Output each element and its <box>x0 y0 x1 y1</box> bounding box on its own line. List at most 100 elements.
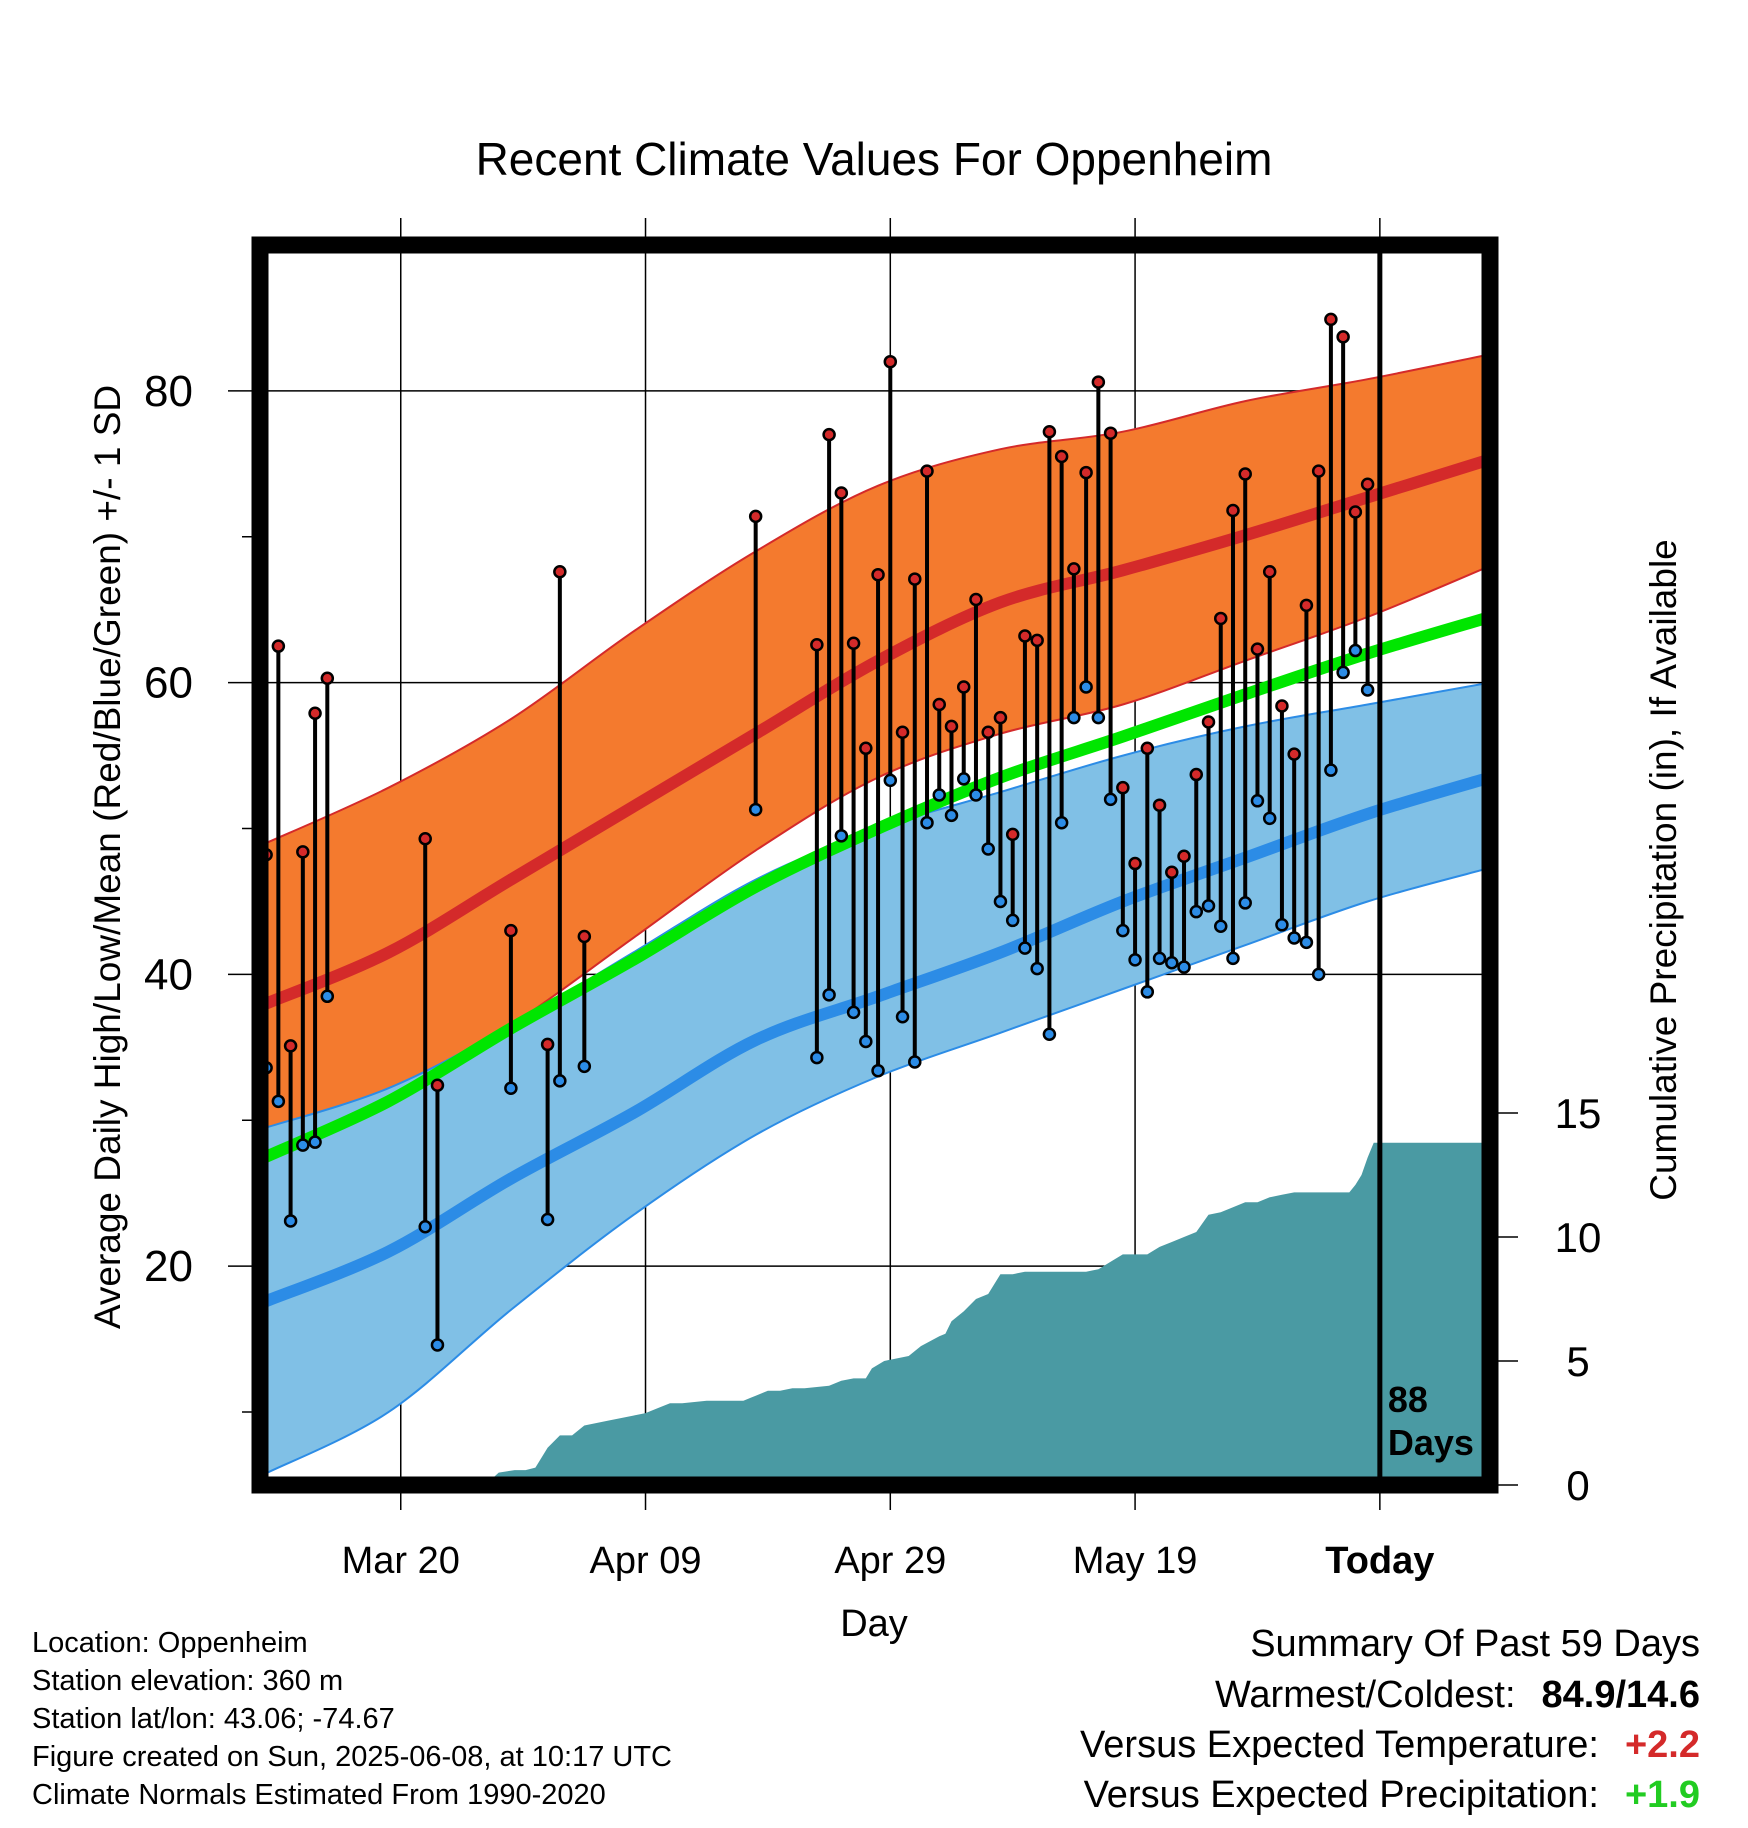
obs-low-point <box>834 829 849 843</box>
obs-low-point <box>1177 960 1191 974</box>
obs-high-point <box>1238 467 1252 481</box>
obs-low-point <box>1152 951 1167 966</box>
obs-high-point <box>577 929 592 944</box>
obs-high-point <box>1128 856 1142 871</box>
obs-low-point <box>1030 961 1044 976</box>
obs-low-point <box>283 1214 298 1228</box>
plot-frame <box>251 236 1499 1494</box>
x-tick-label: May 19 <box>1073 1540 1198 1582</box>
obs-low-point <box>540 1212 555 1227</box>
obs-low-point <box>846 1005 861 1020</box>
obs-low-point <box>1018 941 1032 955</box>
obs-low-point <box>748 802 763 817</box>
obs-low-point <box>1360 683 1375 697</box>
obs-high-point <box>1226 503 1240 518</box>
obs-high-point <box>1030 633 1044 648</box>
today-days-label: Days <box>1388 1422 1474 1463</box>
obs-low-point <box>920 815 934 830</box>
obs-low-point <box>296 1138 310 1152</box>
obs-high-point <box>418 831 432 846</box>
warmest-value: 84.9/14.6 <box>1541 1674 1700 1716</box>
y2-tick-label: 10 <box>1555 1214 1602 1261</box>
obs-high-point <box>859 741 873 756</box>
obs-low-point <box>320 989 335 1004</box>
obs-low-point <box>1189 904 1204 919</box>
obs-low-point <box>859 1034 873 1049</box>
obs-low-point <box>1005 913 1020 928</box>
obs-high-point <box>1189 767 1204 782</box>
obs-high-point <box>540 1037 555 1052</box>
x-tick-label: Today <box>1325 1540 1434 1582</box>
obs-low-point <box>430 1338 445 1352</box>
today-days-number: 88 <box>1388 1379 1428 1420</box>
obs-low-point <box>944 808 959 823</box>
obs-low-point <box>418 1220 432 1234</box>
y-tick-label: 60 <box>144 659 193 708</box>
obs-high-point <box>871 567 885 582</box>
obs-high-point <box>1042 424 1057 439</box>
obs-low-point <box>883 773 898 788</box>
obs-high-point <box>553 565 567 579</box>
obs-low-point <box>1336 665 1350 680</box>
obs-low-point <box>1140 985 1155 999</box>
daily-observations <box>260 312 1375 1352</box>
obs-low-point <box>1128 953 1142 967</box>
obs-high-point <box>308 706 322 721</box>
obs-low-point <box>993 894 1008 909</box>
y2-tick-label: 0 <box>1566 1462 1589 1509</box>
obs-low-point <box>1042 1027 1057 1041</box>
obs-low-point <box>969 788 983 802</box>
obs-high-point <box>1091 375 1106 389</box>
obs-high-point <box>1275 699 1289 713</box>
obs-low-point <box>822 988 836 1002</box>
obs-low-point <box>1201 899 1216 913</box>
obs-low-point <box>1348 643 1363 658</box>
obs-low-point <box>908 1055 922 1069</box>
location-text: Location: Oppenheim <box>32 1627 308 1659</box>
y-tick-label: 20 <box>144 1242 193 1291</box>
obs-low-point <box>1299 935 1314 950</box>
obs-low-point <box>504 1081 518 1095</box>
obs-low-point <box>1287 931 1301 945</box>
obs-high-point <box>1213 611 1228 626</box>
obs-high-point <box>320 671 335 686</box>
latlon-text: Station lat/lon: 43.06; -74.67 <box>32 1703 395 1735</box>
obs-low-point <box>1067 710 1081 725</box>
obs-high-point <box>504 923 518 938</box>
y-tick-label: 40 <box>144 950 193 999</box>
temperature-value: +2.2 <box>1624 1724 1700 1766</box>
obs-high-point <box>1360 477 1375 491</box>
created-text: Figure created on Sun, 2025-06-08, at 10… <box>32 1741 672 1773</box>
obs-high-point <box>430 1078 445 1093</box>
obs-low-point <box>1324 763 1338 777</box>
precipitation-area <box>485 1142 1490 1485</box>
secondary-y-axis-label: Cumulative Precipitation (in), If Availa… <box>1643 539 1684 1201</box>
obs-high-point <box>932 697 947 712</box>
x-tick-label: Apr 29 <box>834 1540 946 1582</box>
obs-high-point <box>1103 426 1118 440</box>
obs-high-point <box>1005 827 1020 842</box>
obs-low-point <box>1091 710 1106 725</box>
obs-high-point <box>1299 598 1314 613</box>
obs-low-point <box>1262 811 1277 826</box>
obs-high-point <box>1116 780 1130 795</box>
obs-low-point <box>1165 955 1179 970</box>
obs-high-point <box>296 845 310 859</box>
obs-high-point <box>1079 465 1093 480</box>
precipitation-label: Versus Expected Precipitation: <box>1083 1774 1599 1816</box>
precipitation-value: +1.9 <box>1624 1774 1700 1816</box>
obs-high-point <box>895 725 910 739</box>
obs-low-point <box>1226 951 1240 966</box>
obs-high-point <box>1287 747 1301 761</box>
obs-low-point <box>553 1074 567 1088</box>
obs-high-point <box>1250 642 1265 656</box>
elevation-text: Station elevation: 360 m <box>32 1665 344 1697</box>
obs-high-point <box>1054 449 1069 464</box>
obs-high-point <box>969 592 983 607</box>
obs-low-point <box>810 1050 824 1065</box>
summary-warmest-row: Warmest/Coldest: 84.9/14.6 <box>1215 1674 1700 1717</box>
obs-high-point <box>981 725 995 739</box>
obs-high-point <box>1262 565 1277 579</box>
obs-low-point <box>895 1009 910 1024</box>
